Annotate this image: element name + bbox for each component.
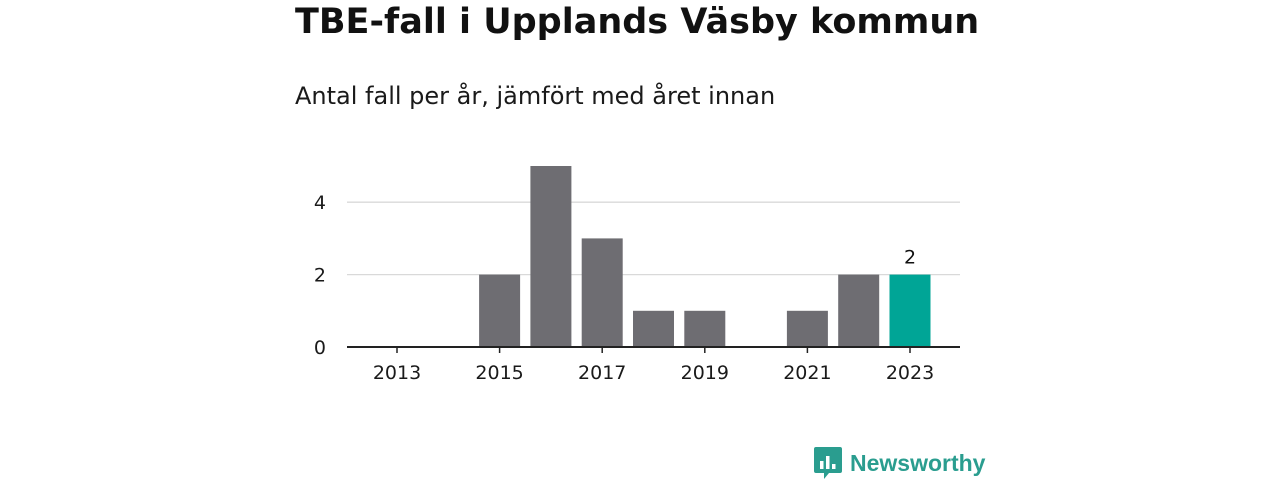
bar-2021 [786,310,828,347]
y-tick-label: 4 [314,192,326,214]
bar-2017 [581,238,623,347]
bar-2018 [633,310,674,347]
x-tick-label: 2023 [886,362,934,384]
bar-2015 [479,274,521,347]
bar-value-label: 2 [904,247,916,269]
x-tick-label: 2013 [373,362,421,384]
x-tick-label: 2019 [681,362,729,384]
x-tick-label: 2015 [475,362,523,384]
x-tick-label: 2017 [578,362,626,384]
bar-2022 [838,274,880,347]
chart-title: TBE-fall i Upplands Väsby kommun [295,2,980,42]
bar-2023 [889,274,931,347]
bar-chart-speech-bubble-icon [814,447,842,479]
brand-name: Newsworthy [850,449,986,476]
chart-subtitle: Antal fall per år, jämfört med året inna… [295,82,776,110]
newsworthy-logo: Newsworthy [814,446,985,480]
y-tick-label: 2 [314,265,326,287]
x-tick-label: 2021 [783,362,831,384]
y-tick-label: 0 [314,337,326,359]
bar-2016 [530,166,572,347]
bar-2019 [684,310,726,347]
